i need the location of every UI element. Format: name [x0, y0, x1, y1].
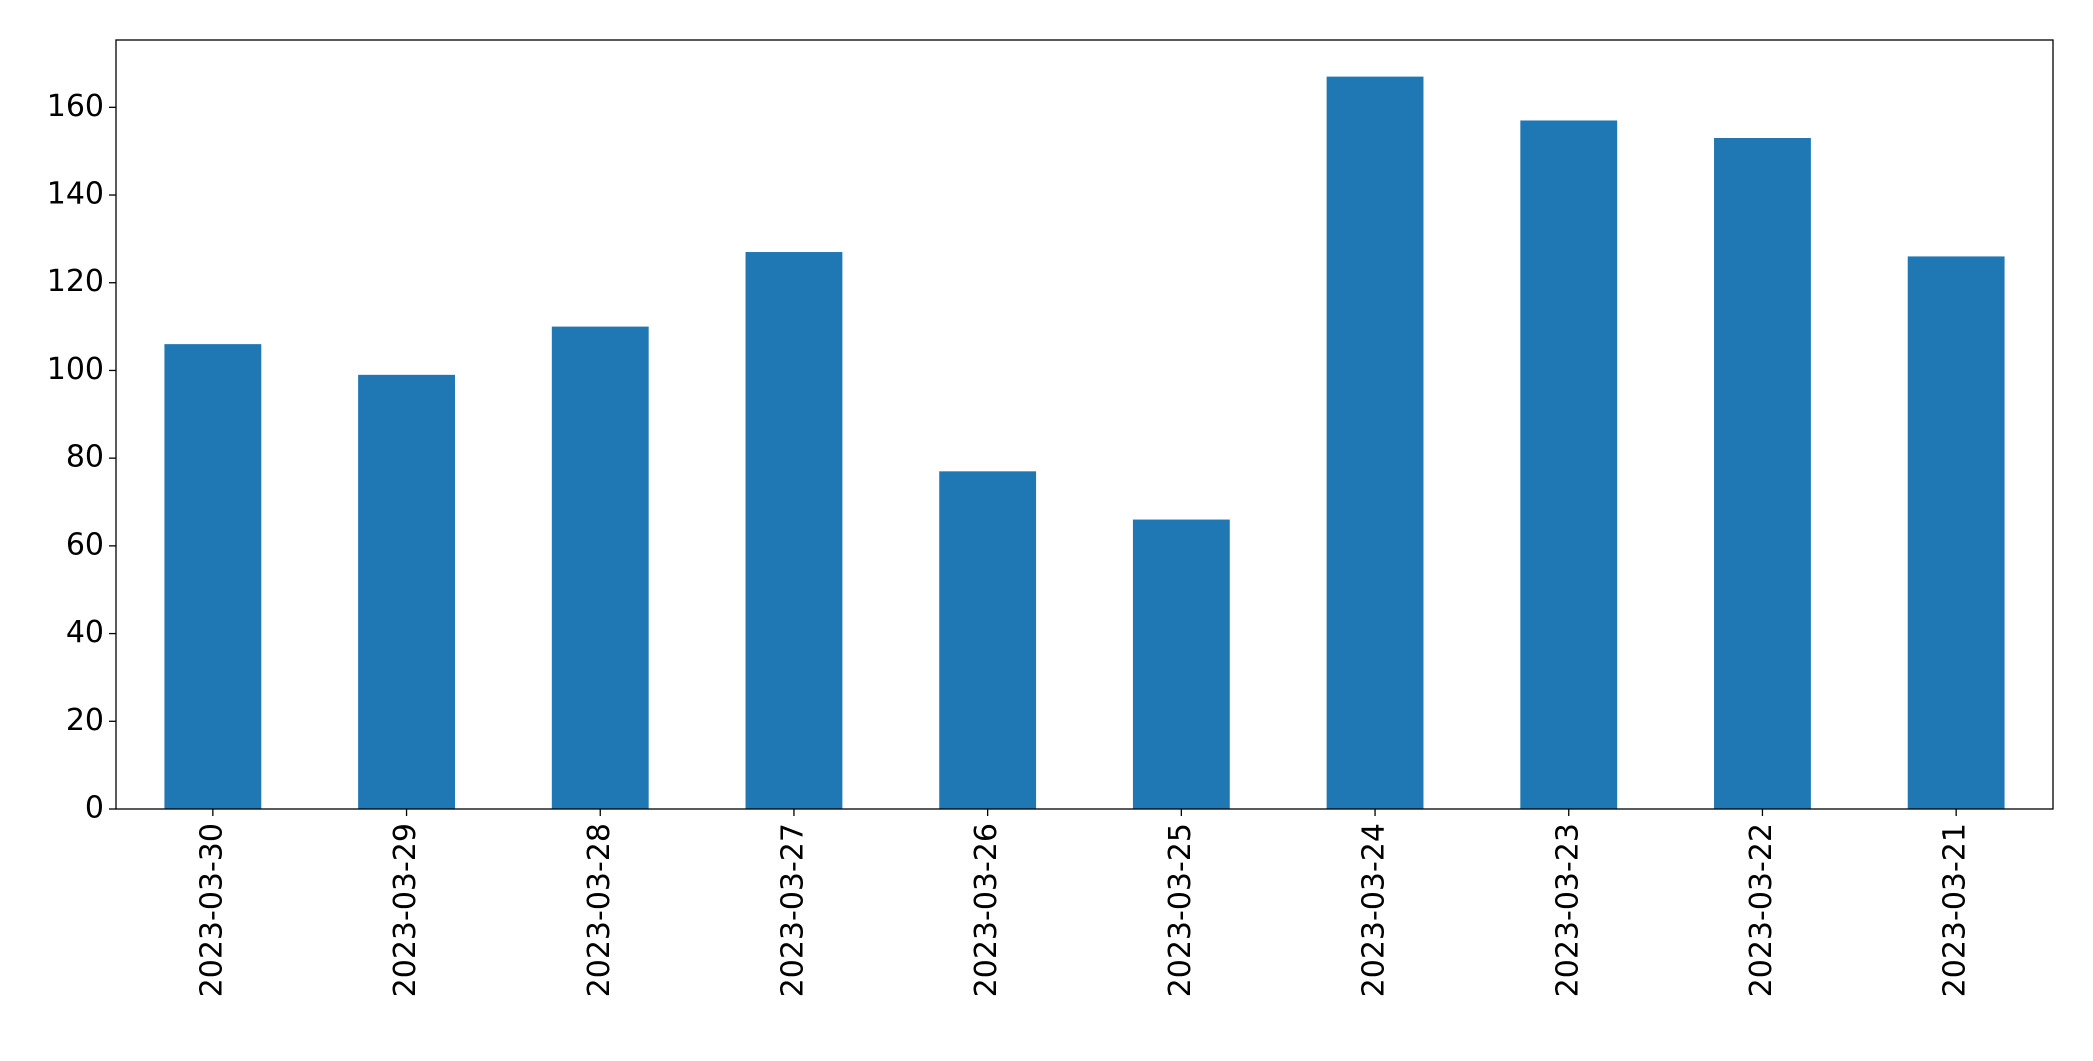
y-tick-label: 140 — [47, 177, 104, 212]
y-tick-label: 0 — [85, 791, 104, 826]
x-tick-label: 2023-03-21 — [1938, 823, 1973, 997]
bar — [164, 344, 262, 809]
x-tick-label: 2023-03-24 — [1357, 823, 1392, 997]
bar — [1714, 138, 1811, 810]
y-tick-label: 100 — [47, 352, 104, 387]
x-tick-label: 2023-03-22 — [1744, 823, 1779, 997]
x-tick-label: 2023-03-23 — [1550, 823, 1585, 997]
bar — [1520, 120, 1618, 810]
bar — [551, 326, 649, 809]
x-tick-label: 2023-03-30 — [194, 823, 229, 997]
plot-area: 0 20 40 60 80 100 120 140 160 2023-03-30 2023-03-2… — [47, 76, 2005, 997]
x-tick-label: 2023-03-27 — [775, 823, 810, 997]
bar — [939, 471, 1037, 809]
bar — [358, 374, 455, 809]
y-tick-label: 60 — [66, 527, 104, 562]
y-tick-label: 120 — [47, 264, 104, 299]
x-tick-label: 2023-03-28 — [582, 823, 617, 997]
y-tick-label: 80 — [66, 440, 104, 475]
x-tick-label: 2023-03-29 — [388, 823, 423, 997]
x-tick-label: 2023-03-25 — [1163, 823, 1198, 997]
bar — [1326, 76, 1424, 810]
bar — [745, 252, 843, 809]
y-tick-label: 40 — [66, 615, 104, 650]
y-tick-label: 20 — [66, 703, 104, 738]
bar — [1132, 519, 1230, 809]
bar — [1907, 256, 2005, 809]
y-tick-label: 160 — [47, 89, 104, 124]
x-tick-label: 2023-03-26 — [969, 823, 1004, 997]
axes-frame — [115, 39, 2054, 810]
